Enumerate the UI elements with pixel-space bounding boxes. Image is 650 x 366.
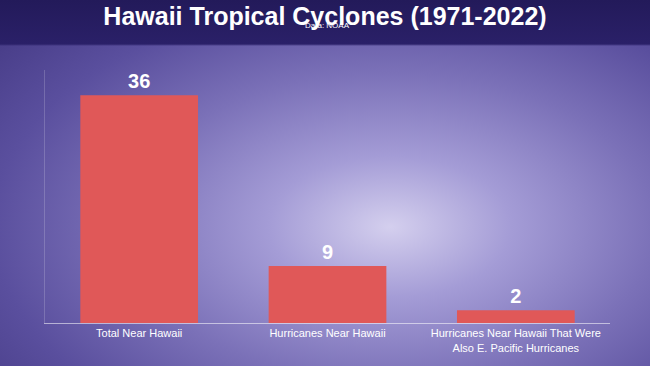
svg-text:Hawaii Tropical Cyclones (1971: Hawaii Tropical Cyclones (1971-2022) — [103, 2, 546, 30]
svg-text:Hurricanes Near Hawaii: Hurricanes Near Hawaii — [269, 327, 385, 339]
svg-text:2: 2 — [510, 285, 521, 307]
svg-text:9: 9 — [322, 241, 333, 263]
svg-text:Data: NOAA: Data: NOAA — [305, 21, 350, 30]
svg-text:Hurricanes Near Hawaii That We: Hurricanes Near Hawaii That WereAlso E. … — [431, 327, 601, 353]
svg-text:Total Near Hawaii: Total Near Hawaii — [96, 327, 182, 339]
svg-text:36: 36 — [128, 70, 150, 92]
